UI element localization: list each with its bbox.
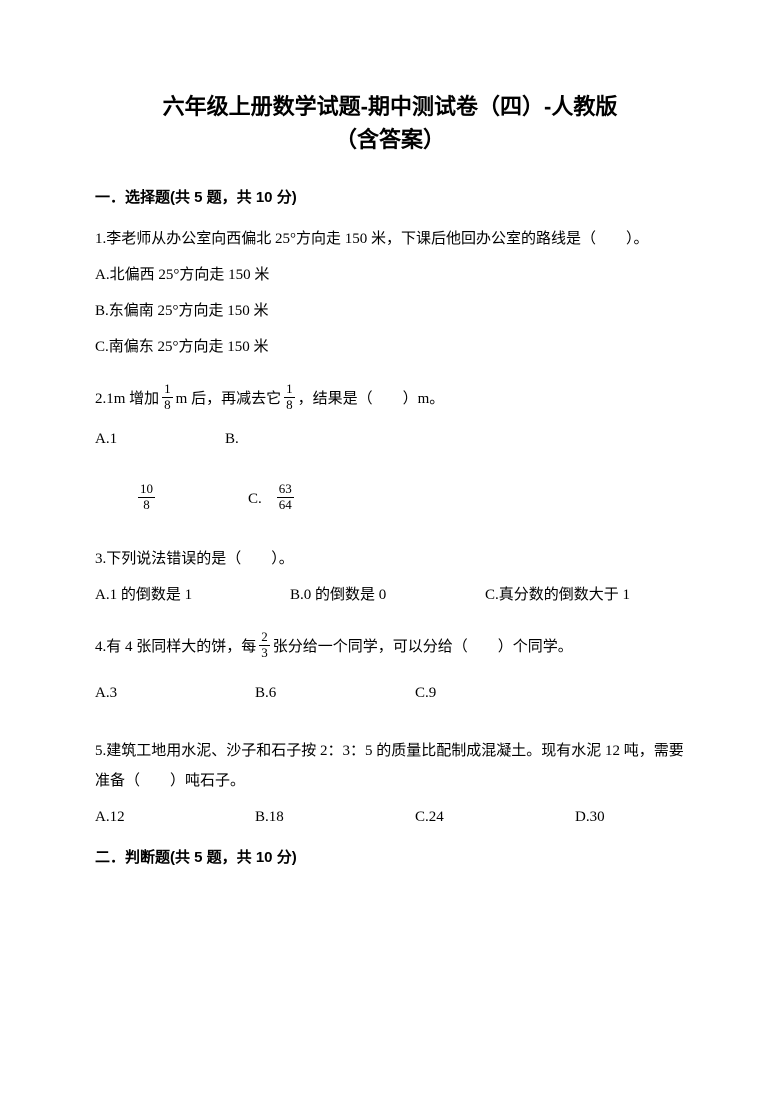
- q2-frac-c: 63 64: [277, 482, 294, 512]
- q4-stem: 4.有 4 张同样大的饼，每 2 3 张分给一个同学，可以分给（ ）个同学。: [95, 632, 685, 662]
- q5-option-d: D.30: [575, 802, 605, 832]
- question-1: 1.李老师从办公室向西偏北 25°方向走 150 米，下课后他回办公室的路线是（…: [95, 224, 685, 362]
- q3-option-b: B.0 的倒数是 0: [290, 580, 485, 610]
- q2-options-ab: A.1 B.: [95, 424, 685, 454]
- q1-option-c: C.南偏东 25°方向走 150 米: [95, 332, 685, 362]
- q2-stem: 2.1m 增加 1 8 m 后，再减去它 1 8 ，结果是（ ）m。: [95, 384, 685, 414]
- q4-post: 张分给一个同学，可以分给（ ）个同学。: [273, 632, 573, 662]
- q3-option-c: C.真分数的倒数大于 1: [485, 580, 630, 610]
- title-line-2: （含答案）: [95, 123, 685, 156]
- question-2: 2.1m 增加 1 8 m 后，再减去它 1 8 ，结果是（ ）m。 A.1 B…: [95, 384, 685, 514]
- q2-pre1: 2.1m 增加: [95, 384, 159, 414]
- q2-post1: ，结果是（ ）m。: [298, 384, 445, 414]
- q1-option-a: A.北偏西 25°方向走 150 米: [95, 260, 685, 290]
- section-1-header: 一．选择题(共 5 题，共 10 分): [95, 186, 685, 210]
- q4-options: A.3 B.6 C.9: [95, 678, 685, 708]
- q2-option-a: A.1: [95, 424, 225, 454]
- q5-option-c: C.24: [415, 802, 575, 832]
- question-3: 3.下列说法错误的是（ ）。 A.1 的倒数是 1 B.0 的倒数是 0 C.真…: [95, 544, 685, 610]
- title-line-1: 六年级上册数学试题-期中测试卷（四）-人教版: [95, 90, 685, 123]
- q2-options-bc-fracs: 10 8 C. 63 64: [135, 484, 685, 514]
- q5-text: 5.建筑工地用水泥、沙子和石子按 2：3：5 的质量比配制成混凝土。现有水泥 1…: [95, 736, 685, 796]
- q5-option-a: A.12: [95, 802, 255, 832]
- q1-option-b: B.东偏南 25°方向走 150 米: [95, 296, 685, 326]
- q4-pre: 4.有 4 张同样大的饼，每: [95, 632, 256, 662]
- q2-mid1: m 后，再减去它: [176, 384, 281, 414]
- question-5: 5.建筑工地用水泥、沙子和石子按 2：3：5 的质量比配制成混凝土。现有水泥 1…: [95, 736, 685, 832]
- q2-frac-b: 10 8: [138, 482, 155, 512]
- q4-option-b: B.6: [255, 678, 415, 708]
- q2-option-b: B.: [225, 424, 239, 454]
- q4-option-c: C.9: [415, 678, 436, 708]
- q2-option-c: C.: [248, 484, 262, 514]
- q2-frac-1: 1 8: [162, 382, 173, 412]
- q5-option-b: B.18: [255, 802, 415, 832]
- document-title: 六年级上册数学试题-期中测试卷（四）-人教版 （含答案）: [95, 90, 685, 156]
- q1-text: 1.李老师从办公室向西偏北 25°方向走 150 米，下课后他回办公室的路线是（…: [95, 224, 685, 254]
- q2-frac-2: 1 8: [284, 382, 295, 412]
- q5-options: A.12 B.18 C.24 D.30: [95, 802, 685, 832]
- q4-option-a: A.3: [95, 678, 255, 708]
- question-4: 4.有 4 张同样大的饼，每 2 3 张分给一个同学，可以分给（ ）个同学。 A…: [95, 632, 685, 708]
- q4-frac: 2 3: [259, 630, 270, 660]
- q3-option-a: A.1 的倒数是 1: [95, 580, 290, 610]
- q3-text: 3.下列说法错误的是（ ）。: [95, 544, 685, 574]
- section-2-header: 二．判断题(共 5 题，共 10 分): [95, 846, 685, 870]
- q3-options: A.1 的倒数是 1 B.0 的倒数是 0 C.真分数的倒数大于 1: [95, 580, 685, 610]
